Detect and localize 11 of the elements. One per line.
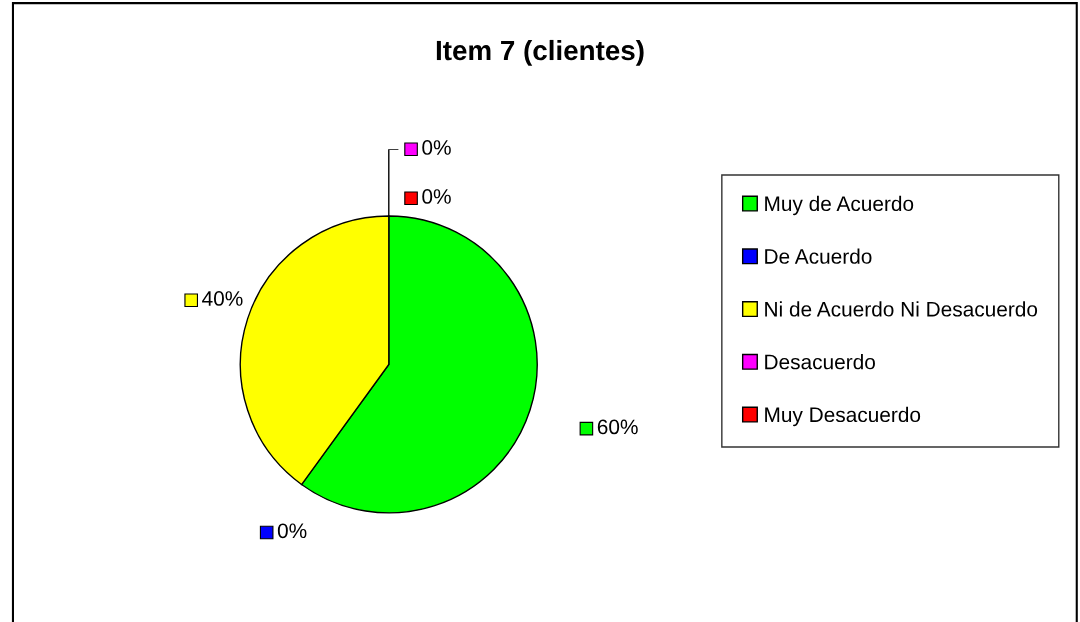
chart-title: Item 7 (clientes) bbox=[436, 39, 644, 66]
text: 0% bbox=[422, 189, 451, 204]
legend-label: De Acuerdo bbox=[765, 248, 872, 264]
legend-label: Desacuerdo bbox=[765, 354, 875, 370]
legend-label: Ni de Acuerdo Ni Desacuerdo bbox=[765, 301, 1038, 317]
text: 0% bbox=[277, 523, 307, 539]
legend-label: Muy de Acuerdo bbox=[765, 195, 914, 216]
text: 0% bbox=[422, 140, 451, 155]
legend-label: Muy Desacuerdo bbox=[765, 406, 921, 427]
data-label: 60% bbox=[597, 419, 638, 435]
data-label: 40% bbox=[202, 291, 243, 306]
